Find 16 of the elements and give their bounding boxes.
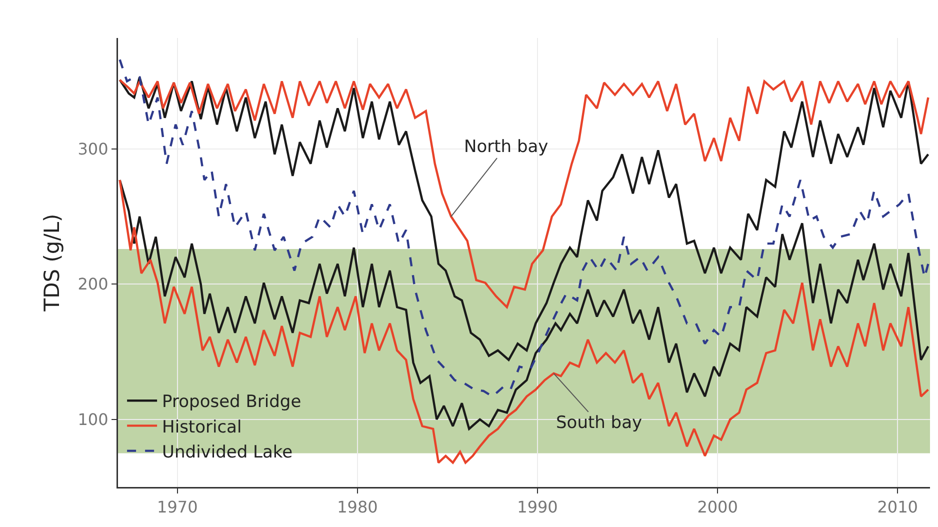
legend-label: Historical: [162, 417, 242, 438]
line-series: [118, 78, 930, 308]
x-tick-label: 1980: [337, 498, 378, 517]
y-axis-title: TDS (g/L): [40, 214, 64, 312]
x-tick-label: 1970: [157, 498, 198, 517]
legend-label: Undivided Lake: [162, 442, 293, 462]
annotation: South bay: [556, 413, 642, 433]
x-tick-label: 2000: [697, 498, 738, 517]
legend-label: Proposed Bridge: [162, 392, 302, 412]
x-tick-label: 1990: [517, 498, 558, 517]
y-tick-label: 300: [78, 140, 108, 158]
y-tick-label: 200: [78, 274, 108, 294]
annotation: North bay: [464, 137, 548, 157]
line-series: [118, 76, 930, 361]
x-tick-label: 2010: [877, 498, 918, 517]
y-tick-label: 100: [78, 410, 108, 429]
